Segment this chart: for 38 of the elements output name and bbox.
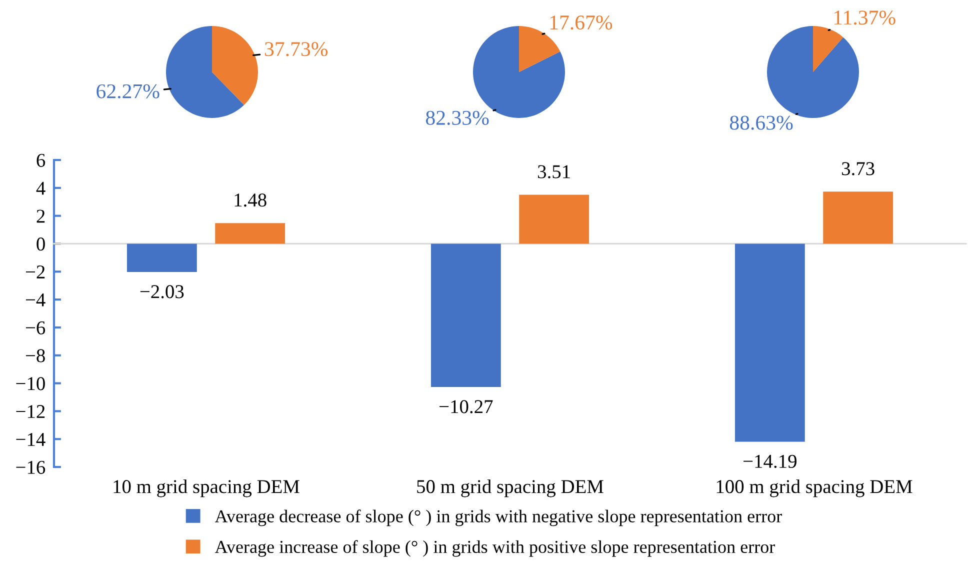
data-label: −14.19 (744, 454, 796, 468)
pie-slice (166, 26, 244, 118)
bar (215, 223, 286, 244)
data-label: −10.27 (440, 400, 493, 414)
x-tick-label: 10 m grid spacing DEM (114, 480, 300, 498)
y-tick-label: 0 (36, 238, 45, 251)
bar (430, 244, 501, 388)
y-tick-label: −10 (16, 377, 45, 390)
data-label: 1.48 (234, 194, 266, 207)
y-tick-label: −8 (26, 349, 45, 362)
y-tick-label: 2 (36, 210, 45, 223)
y-tick-label: −6 (26, 321, 46, 334)
bar (126, 244, 197, 272)
pie-slice (813, 26, 844, 72)
y-tick-label: −14 (16, 433, 46, 446)
y-tick-label: 6 (36, 154, 46, 167)
y-tick-label: 4 (36, 182, 46, 195)
data-label: 37.73% (265, 42, 328, 56)
data-label: 88.63% (730, 116, 793, 130)
data-label: 3.51 (538, 165, 570, 178)
bar (519, 194, 590, 244)
data-label: 17.67% (550, 15, 612, 30)
legend-label: Average increase of slope (° ) in grids with positive slope representation error (214, 540, 775, 557)
bar (734, 244, 805, 442)
data-label: 11.37% (834, 10, 896, 25)
x-tick-label: 100 m grid spacing DEM (716, 480, 912, 498)
y-tick-label: −2 (26, 266, 45, 278)
data-label: 3.73 (842, 162, 874, 176)
pie-slice (212, 26, 258, 105)
data-label: 82.33% (426, 110, 489, 125)
bar (823, 192, 894, 244)
data-label: −2.03 (140, 285, 184, 298)
x-tick-label: 50 m grid spacing DEM (417, 480, 604, 498)
y-tick-label: −4 (26, 293, 46, 306)
data-label: 62.27% (96, 84, 160, 98)
legend-label: Average decrease of slope (° ) in grids with negative slope representation error (214, 510, 782, 526)
y-tick-label: −16 (16, 460, 46, 474)
y-tick-label: −12 (16, 405, 45, 418)
